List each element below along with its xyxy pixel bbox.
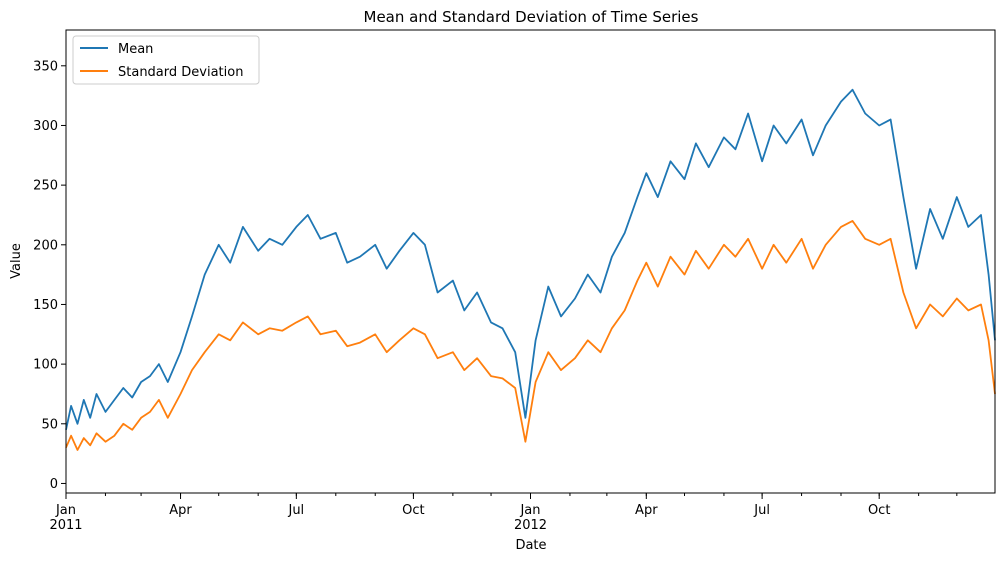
y-axis: 0 50 100 150 200 250 300 350	[33, 59, 66, 492]
x-axis-title: Date	[515, 538, 546, 553]
y-tick-label: 350	[33, 59, 58, 74]
legend-label-mean: Mean	[118, 42, 153, 57]
x-tick-label: Jul	[287, 503, 304, 518]
x-tick-label: Jan	[519, 503, 540, 518]
x-tick-label: Apr	[169, 503, 192, 518]
x-tick-label: Oct	[402, 503, 424, 518]
y-axis-title: Value	[9, 243, 24, 279]
y-tick-label: 300	[33, 119, 58, 134]
legend-label-std: Standard Deviation	[118, 65, 243, 80]
chart-title: Mean and Standard Deviation of Time Seri…	[364, 8, 699, 26]
x-tick-year-label: 2011	[49, 518, 82, 533]
x-tick-label: Apr	[635, 503, 658, 518]
y-tick-label: 100	[33, 358, 58, 373]
y-tick-label: 150	[33, 298, 58, 313]
y-tick-label: 50	[41, 417, 58, 432]
y-tick-label: 250	[33, 179, 58, 194]
y-tick-label: 0	[50, 477, 58, 492]
legend-box	[72, 35, 260, 85]
legend: Mean Standard Deviation	[72, 35, 260, 85]
series-line-mean	[65, 88, 996, 430]
x-tick-label: Jul	[753, 503, 770, 518]
plot-frame	[65, 29, 996, 494]
x-tick-label: Oct	[868, 503, 890, 518]
series-line-standard-deviation	[65, 220, 996, 451]
x-tick-year-label: 2012	[514, 518, 547, 533]
y-tick-label: 200	[33, 238, 58, 253]
series-layer	[65, 88, 996, 451]
x-tick-label: Jan	[55, 503, 76, 518]
